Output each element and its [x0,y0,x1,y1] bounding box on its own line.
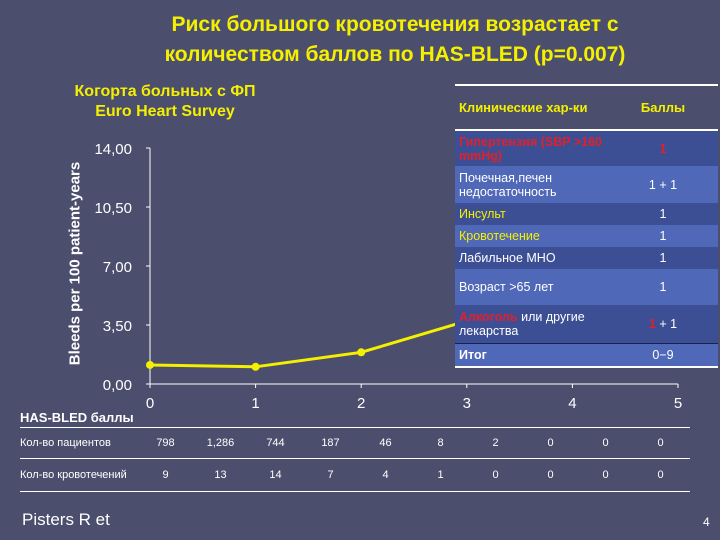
cell: 0 [602,437,609,449]
cell: 13 [214,469,227,481]
x-tick-label: 4 [568,395,576,412]
patients-row: Кол-во пациентов 798 1,286 744 187 46 8 2 0 0 0 [20,428,690,459]
cell: 8 [437,437,444,449]
y-tick-label: 10,50 [94,200,132,217]
cell: 4 [382,469,389,481]
x-tick-label: 2 [357,395,365,412]
cell: 0 [602,469,609,481]
table-row: Возраст >65 лет 1 [455,269,718,305]
cell: 9 [162,469,169,481]
x-tick-label: 0 [146,395,154,412]
x-tick-label: 3 [463,395,471,412]
y-tick-label: 0,00 [103,377,132,394]
table-row: Инсульт 1 [455,203,718,225]
cell: 46 [379,437,392,449]
cell: 1,286 [206,437,235,449]
y-tick-label: 3,50 [103,318,132,335]
cohort-label: Когорта больных с ФП Euro Heart Survey [74,83,256,120]
y-tick-label: 14,00 [94,141,132,158]
data-point [146,360,154,369]
page-number: 4 [703,515,710,529]
table-row: Кровотечение 1 [455,225,718,247]
cell: 187 [321,437,340,449]
table-row: Алкоголь или другие лекарства 1 + 1 [455,305,718,344]
cell: 0 [657,469,664,481]
table-row-total: Итог 0−9 [455,344,718,366]
cell: 0 [492,469,499,481]
bleeds-row: Кол-во кровотечений 9 13 14 7 4 1 0 0 0 0 [20,459,690,492]
data-point [357,348,366,357]
x-tick-label: 5 [674,395,682,412]
cell: 14 [269,469,282,481]
citation: Pisters R et [22,510,110,529]
cell: 798 [156,437,175,449]
cell: 0 [547,437,554,449]
y-tick-label: 7,00 [103,259,132,276]
x-axis-label: HAS-BLED баллы [20,410,690,428]
data-point [251,362,260,371]
cell: 0 [547,469,554,481]
table-row: Почечная,печен недостаточность 1 + 1 [455,166,718,203]
cell: 7 [327,469,334,481]
cell: 1 [437,469,444,481]
table-row: Лабильное МНО 1 [455,247,718,269]
cell: 744 [266,437,285,449]
risk-table: Клинические хар-ки Баллы Гипертензия (SBP… [455,84,718,368]
cell: 0 [657,437,664,449]
patients-table: HAS-BLED баллы Кол-во пациентов 798 1,286 7… [20,410,690,492]
table-row: Гипертензия (SBP >160 mmHg) 1 [455,131,718,166]
x-tick-label: 1 [251,395,259,412]
table-header: Клинические хар-ки Баллы [455,86,718,131]
cell: 2 [492,437,499,449]
